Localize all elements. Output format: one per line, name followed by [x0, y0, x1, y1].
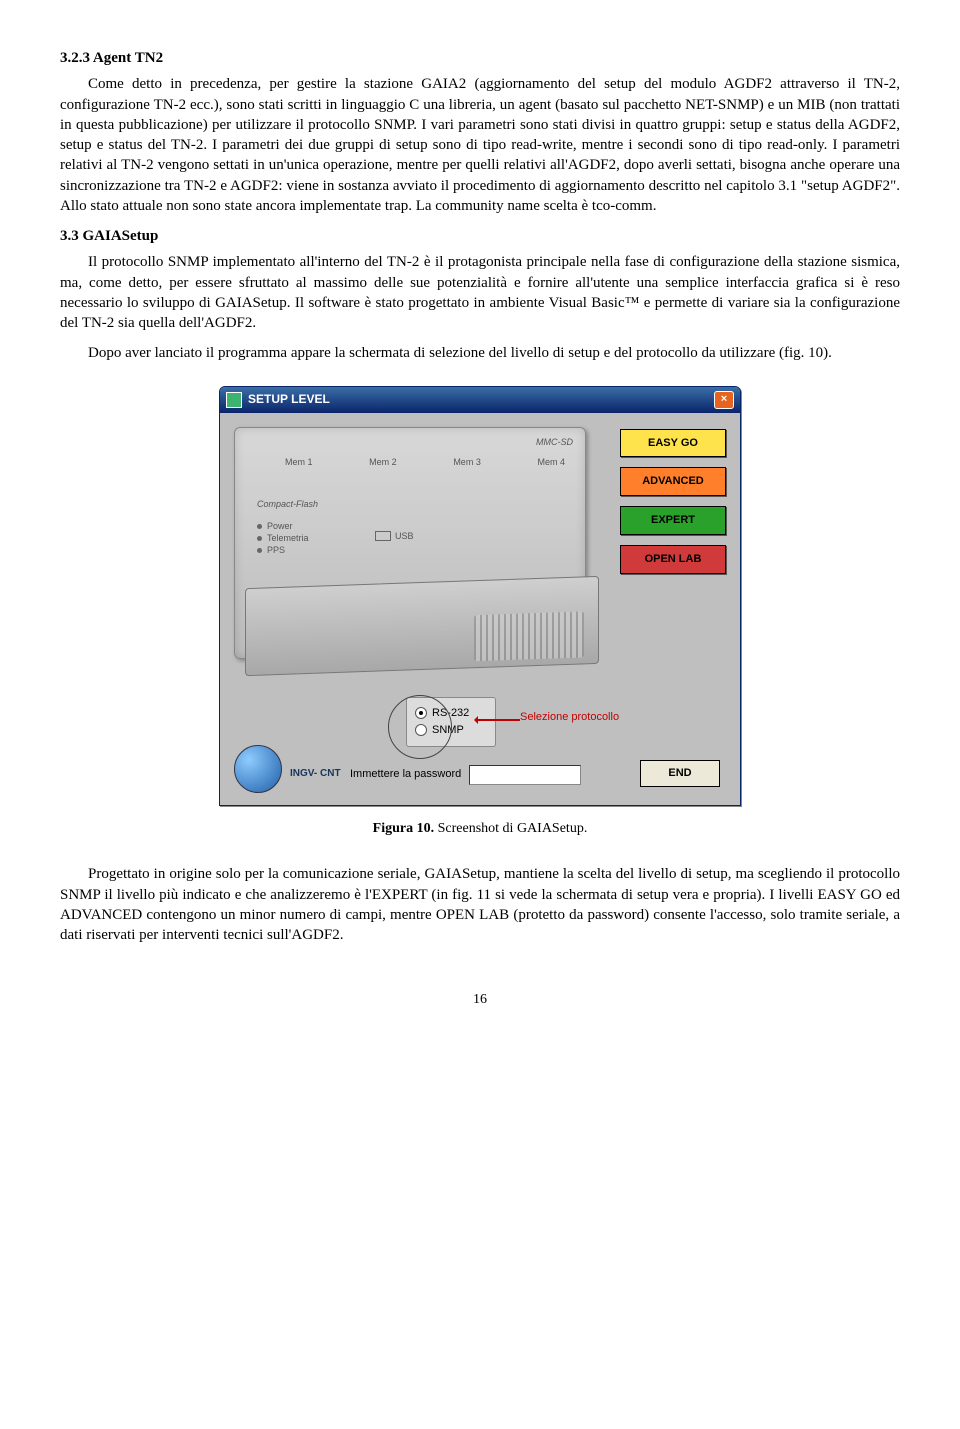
level-easy-go[interactable]: EASY GO	[620, 429, 726, 458]
password-input[interactable]	[469, 765, 581, 785]
para-s2p3: Progettato in origine solo per la comuni…	[60, 864, 900, 945]
mem-2: Mem 2	[369, 456, 397, 468]
level-open-lab[interactable]: OPEN LAB	[620, 545, 726, 574]
device-mem-row: Mem 1 Mem 2 Mem 3 Mem 4	[285, 456, 565, 468]
led-telemetria: Telemetria	[257, 532, 309, 544]
protocol-group: RS-232 SNMP	[406, 697, 496, 747]
mem-1: Mem 1	[285, 456, 313, 468]
device-illustration: MMC-SD Mem 1 Mem 2 Mem 3 Mem 4 Compact-F…	[234, 427, 586, 659]
device-usb-label: USB	[375, 530, 414, 542]
mem-3: Mem 3	[453, 456, 481, 468]
page-number: 16	[60, 991, 900, 1010]
level-buttons: EASY GO ADVANCED EXPERT OPEN LAB	[620, 429, 726, 584]
figure-caption-rest: Screenshot di GAIASetup.	[434, 821, 587, 836]
mem-4: Mem 4	[537, 456, 565, 468]
para-s2p2: Dopo aver lanciato il programma appare l…	[60, 343, 900, 363]
device-cf-label: Compact-Flash	[257, 498, 318, 510]
heading-gaiasetup: 3.3 GAIASetup	[60, 226, 900, 246]
led-power: Power	[257, 520, 309, 532]
heading-agent-tn2: 3.2.3 Agent TN2	[60, 48, 900, 68]
app-icon	[226, 392, 242, 408]
globe-icon	[234, 745, 282, 793]
window-title: SETUP LEVEL	[248, 391, 330, 407]
device-base	[245, 575, 599, 675]
radio-icon	[415, 707, 427, 719]
end-button[interactable]: END	[640, 760, 720, 787]
ingv-label: INGV- CNT	[290, 767, 341, 781]
device-leds: Power Telemetria PPS	[257, 520, 309, 556]
setup-level-window: SETUP LEVEL × MMC-SD Mem 1 Mem 2 Mem 3 M…	[219, 386, 741, 806]
level-advanced[interactable]: ADVANCED	[620, 467, 726, 496]
device-vents	[474, 611, 584, 661]
password-label: Immettere la password	[350, 767, 461, 782]
annotation-label: Selezione protocollo	[520, 710, 619, 725]
radio-icon	[415, 724, 427, 736]
window-titlebar: SETUP LEVEL ×	[220, 387, 740, 413]
close-button[interactable]: ×	[714, 391, 734, 409]
protocol-rs232[interactable]: RS-232	[415, 706, 469, 721]
window-client: MMC-SD Mem 1 Mem 2 Mem 3 Mem 4 Compact-F…	[220, 413, 740, 805]
device-mmc-label: MMC-SD	[536, 436, 573, 448]
figure-caption: Figura 10. Screenshot di GAIASetup.	[60, 820, 900, 839]
para-s2p1: Il protocollo SNMP implementato all'inte…	[60, 252, 900, 333]
password-row: Immettere la password	[350, 765, 581, 785]
protocol-snmp[interactable]: SNMP	[415, 723, 469, 738]
figure-caption-bold: Figura 10.	[373, 821, 434, 836]
para-s1p1: Come detto in precedenza, per gestire la…	[60, 74, 900, 216]
led-pps: PPS	[257, 544, 309, 556]
annotation-arrow	[476, 719, 520, 721]
figure-10: SETUP LEVEL × MMC-SD Mem 1 Mem 2 Mem 3 M…	[60, 386, 900, 806]
level-expert[interactable]: EXPERT	[620, 506, 726, 535]
